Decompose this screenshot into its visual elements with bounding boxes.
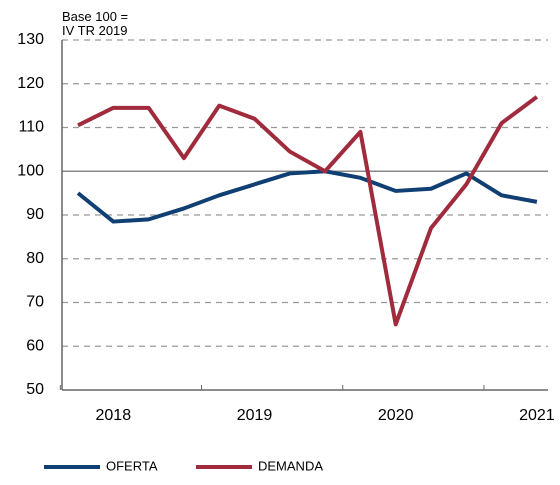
x-tick-label: 2018 [96,407,132,424]
y-tick-label: 50 [26,381,44,398]
x-tick-label: 2021 [519,407,555,424]
y-tick-label: 70 [26,294,44,311]
y-tick-label: 120 [17,75,44,92]
x-tick-label: 2019 [237,407,273,424]
y-tick-label: 130 [17,31,44,48]
annotation: Base 100 = IV TR 2019 [62,9,129,38]
legend-label: DEMANDA [258,458,323,473]
legend-label: OFERTA [106,458,158,473]
y-tick-label: 100 [17,162,44,179]
y-tick-label: 90 [26,206,44,223]
series-line [76,169,538,224]
y-tick-label: 80 [26,250,44,267]
series-line [77,95,539,327]
y-tick-label: 60 [26,337,44,354]
x-tick-label: 2020 [378,407,414,424]
y-tick-label: 110 [18,119,44,136]
